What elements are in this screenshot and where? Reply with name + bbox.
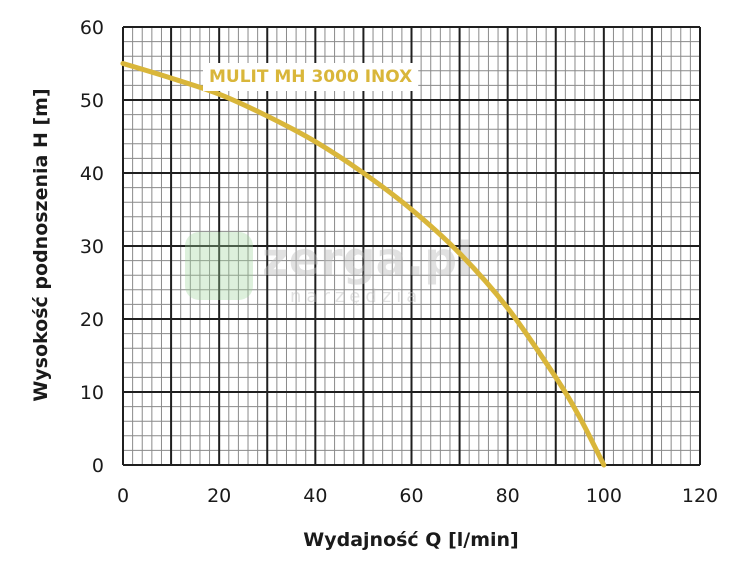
- x-tick-label: 60: [399, 485, 423, 507]
- y-tick-labels: 0 10 20 30 40 50 60: [80, 17, 104, 477]
- major-grid: [122, 26, 701, 466]
- x-tick-label: 20: [207, 485, 231, 507]
- y-axis-label: Wysokość podnoszenia H [m]: [30, 88, 52, 401]
- series-label-background: [203, 63, 419, 91]
- y-tick-label: 10: [80, 382, 104, 404]
- watermark: zerga.pl narzędzia: [185, 232, 473, 307]
- x-axis-label: Wydajność Q [l/min]: [303, 529, 518, 551]
- series-line: [120, 61, 607, 468]
- watermark-text: zerga.pl: [262, 232, 473, 286]
- x-tick-label: 100: [586, 485, 622, 507]
- x-tick-label: 40: [303, 485, 327, 507]
- watermark-subtext: narzędzia: [290, 286, 422, 307]
- y-tick-label: 40: [80, 163, 104, 185]
- x-tick-label: 120: [682, 485, 718, 507]
- y-tick-label: 0: [92, 455, 104, 477]
- watermark-logo-icon: [185, 232, 253, 300]
- y-tick-label: 50: [80, 90, 104, 112]
- y-tick-label: 30: [80, 236, 104, 258]
- y-tick-label: 60: [80, 17, 104, 39]
- x-tick-label: 80: [496, 485, 520, 507]
- series-label: MULIT MH 3000 INOX: [209, 67, 412, 87]
- x-tick-labels: 0 20 40 60 80 100 120: [117, 485, 718, 507]
- x-tick-label: 0: [117, 485, 129, 507]
- y-tick-label: 20: [80, 309, 104, 331]
